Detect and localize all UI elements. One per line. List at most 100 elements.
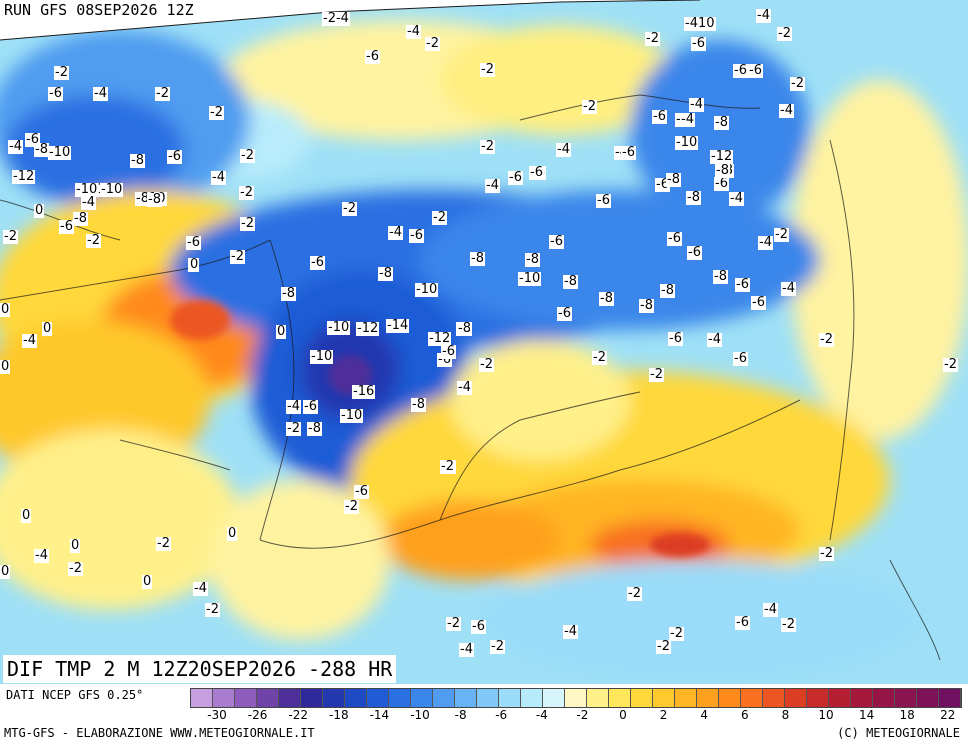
map-value-label: -2 <box>777 26 792 41</box>
map-value-label: -4 <box>388 225 403 240</box>
map-value-label: -2 <box>790 76 805 91</box>
map-value-label: -12 <box>356 321 380 336</box>
map-value-label: -6 <box>441 344 456 359</box>
run-title: RUN GFS 08SEP2026 12Z <box>4 1 194 19</box>
map-value-label: -8 <box>457 321 472 336</box>
map-value-label: -2 <box>68 561 83 576</box>
map-zero-label: 0 <box>227 526 238 541</box>
map-value-label: -6 <box>167 149 182 164</box>
map-zero-label: 0 <box>142 574 153 589</box>
map-value-label: -4 <box>406 24 421 39</box>
map-value-label: -6 <box>735 277 750 292</box>
map-value-label: -8 <box>660 283 675 298</box>
temperature-anomaly-map: RUN GFS 08SEP2026 12Z -2-4 -4 -2 -4 -410… <box>0 0 968 684</box>
map-value-label: -8 <box>714 115 729 130</box>
map-value-label: -4 <box>286 399 301 414</box>
color-scale-tick: 0 <box>619 708 627 722</box>
map-value-label: -12 <box>710 149 734 164</box>
map-value-label: -2 <box>943 357 958 372</box>
color-swatch <box>389 689 411 707</box>
map-value-label: -6 <box>303 399 318 414</box>
map-value-label: -8 <box>470 251 485 266</box>
color-swatch <box>587 689 609 707</box>
map-value-label: -2 <box>54 65 69 80</box>
map-value-label: -4 <box>211 170 226 185</box>
map-value-label: -2 <box>230 249 245 264</box>
map-value-label: -8 <box>147 192 162 207</box>
color-scale-tick: -18 <box>328 708 349 722</box>
color-scale-ticks: -30-26-22-18-14-10-8-6-4-202468101418223… <box>190 708 962 724</box>
data-source-label: DATI NCEP GFS 0.25° <box>6 688 144 702</box>
map-value-label: -6 <box>733 63 748 78</box>
map-value-label: -2 <box>446 616 461 631</box>
map-value-label: -6 <box>733 351 748 366</box>
map-value-label: -8 <box>307 421 322 436</box>
map-value-label: -6 <box>691 36 706 51</box>
map-value-label: -10 <box>518 271 542 286</box>
map-value-label: -12 <box>12 169 36 184</box>
color-swatch <box>477 689 499 707</box>
map-value-label: -8 <box>639 298 654 313</box>
map-value-label: -2 <box>425 36 440 51</box>
color-swatch <box>433 689 455 707</box>
map-value-label: -8 <box>130 153 145 168</box>
map-value-label: -2 <box>156 536 171 551</box>
map-value-label: -2 <box>205 602 220 617</box>
map-value-label: -2 <box>819 332 834 347</box>
color-scale-tick: 10 <box>818 708 834 722</box>
map-zero-label: 0 <box>276 324 287 339</box>
map-value-label: -4 <box>689 97 704 112</box>
map-value-label: -6 <box>751 295 766 310</box>
map-value-label: -10 <box>310 349 334 364</box>
map-value-label: -2 <box>592 350 607 365</box>
color-swatch <box>257 689 279 707</box>
map-value-label: -2 <box>240 216 255 231</box>
map-value-label: -10 <box>340 408 364 423</box>
color-scale-tick: -22 <box>288 708 308 722</box>
map-value-label: -2-4 <box>322 11 350 26</box>
color-swatch <box>653 689 675 707</box>
color-scale-tick: -8 <box>454 708 467 722</box>
map-zero-label: 0 <box>34 203 45 218</box>
map-field-layer <box>0 0 968 684</box>
map-value-label: -6 <box>748 63 763 78</box>
color-swatch <box>367 689 389 707</box>
map-value-label: -2 <box>627 586 642 601</box>
credit-left: MTG-GFS - ELABORAZIONE WWW.METEOGIORNALE… <box>4 726 315 740</box>
map-value-label: -6 <box>667 231 682 246</box>
map-value-label: -8 <box>686 190 701 205</box>
map-value-label: -8 <box>34 142 49 157</box>
color-swatch <box>785 689 807 707</box>
map-value-label: -12 <box>428 331 452 346</box>
map-value-label: -2 <box>819 546 834 561</box>
map-value-label: -4 <box>729 191 744 206</box>
map-value-label: -2 <box>155 86 170 101</box>
map-value-label: -4 <box>556 142 571 157</box>
color-scale-tick: -4 <box>535 708 548 722</box>
color-scale-tick: 4 <box>700 708 709 722</box>
map-value-label: -8 <box>73 211 88 226</box>
map-value-label: -2 <box>240 148 255 163</box>
map-value-label: -4 <box>756 8 771 23</box>
credit-right: (C) METEOGIORNALE <box>837 726 960 740</box>
map-value-label: -6 <box>508 170 523 185</box>
map-value-label: -6 <box>48 86 63 101</box>
map-value-label: -4 <box>34 548 49 563</box>
color-swatch <box>279 689 301 707</box>
map-value-label: -4 <box>485 178 500 193</box>
color-swatch <box>763 689 785 707</box>
color-swatch <box>829 689 851 707</box>
map-value-label: -4 <box>193 581 208 596</box>
color-swatch <box>345 689 367 707</box>
map-value-label: -6 <box>714 176 729 191</box>
map-value-label: -6 <box>735 615 750 630</box>
map-value-label: -2 <box>669 626 684 641</box>
color-swatch <box>609 689 631 707</box>
color-swatch <box>873 689 895 707</box>
color-swatch <box>213 689 235 707</box>
field-title: DIF TMP 2 M 12Z20SEP2026 -288 HR <box>3 655 397 683</box>
map-value-label: -8 <box>666 172 681 187</box>
map-value-label: -6 <box>596 193 611 208</box>
color-swatch <box>697 689 719 707</box>
color-swatch <box>939 689 961 707</box>
